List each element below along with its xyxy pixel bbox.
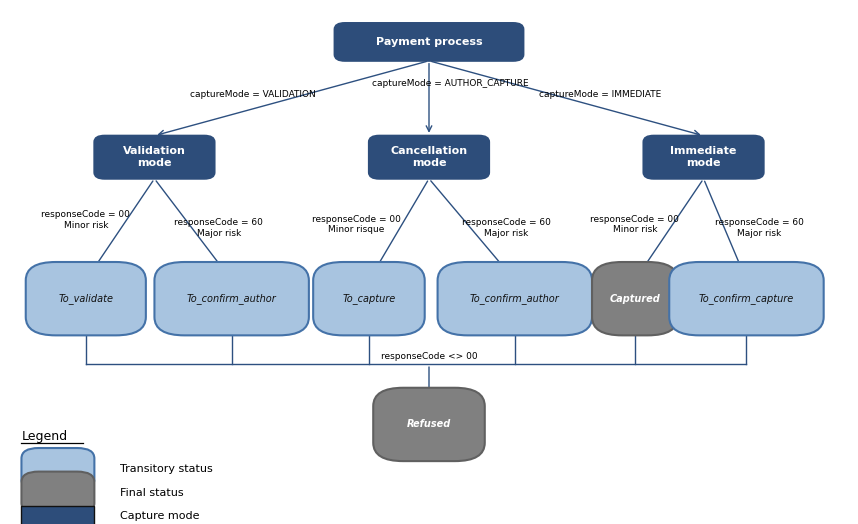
FancyBboxPatch shape — [644, 136, 764, 179]
Text: Payment process: Payment process — [376, 37, 482, 47]
Text: responseCode = 60
Major risk: responseCode = 60 Major risk — [715, 218, 804, 238]
Text: responseCode = 00
Minor risque: responseCode = 00 Minor risque — [311, 214, 401, 234]
Text: To_capture: To_capture — [342, 293, 396, 304]
FancyBboxPatch shape — [21, 472, 94, 514]
FancyBboxPatch shape — [21, 448, 94, 490]
Text: captureMode = AUTHOR_CAPTURE: captureMode = AUTHOR_CAPTURE — [372, 79, 529, 89]
FancyBboxPatch shape — [94, 136, 214, 179]
Text: responseCode = 00
Minor risk: responseCode = 00 Minor risk — [41, 210, 130, 230]
FancyBboxPatch shape — [313, 262, 425, 335]
FancyBboxPatch shape — [154, 262, 309, 335]
Text: Captured: Captured — [609, 293, 661, 304]
Text: Immediate
mode: Immediate mode — [670, 146, 737, 168]
Text: captureMode = IMMEDIATE: captureMode = IMMEDIATE — [540, 90, 662, 99]
Text: Final status: Final status — [120, 487, 184, 498]
Text: Cancellation
mode: Cancellation mode — [390, 146, 468, 168]
FancyBboxPatch shape — [669, 262, 824, 335]
Text: Legend: Legend — [21, 430, 68, 443]
FancyBboxPatch shape — [438, 262, 592, 335]
FancyBboxPatch shape — [592, 262, 678, 335]
FancyBboxPatch shape — [21, 506, 94, 524]
Text: responseCode = 00
Minor risk: responseCode = 00 Minor risk — [590, 214, 680, 234]
Text: captureMode = VALIDATION: captureMode = VALIDATION — [190, 90, 316, 99]
FancyBboxPatch shape — [335, 23, 523, 61]
Text: Refused: Refused — [407, 419, 451, 430]
Text: responseCode = 60
Major risk: responseCode = 60 Major risk — [462, 218, 551, 238]
Text: To_confirm_author: To_confirm_author — [470, 293, 559, 304]
Text: Capture mode: Capture mode — [120, 511, 200, 521]
Text: To_validate: To_validate — [58, 293, 113, 304]
Text: responseCode = 60
Major risk: responseCode = 60 Major risk — [174, 218, 263, 238]
FancyBboxPatch shape — [369, 136, 489, 179]
Text: Validation
mode: Validation mode — [123, 146, 186, 168]
FancyBboxPatch shape — [373, 388, 485, 461]
Text: responseCode <> 00: responseCode <> 00 — [381, 352, 477, 361]
Text: To_confirm_author: To_confirm_author — [187, 293, 276, 304]
FancyBboxPatch shape — [26, 262, 146, 335]
Text: To_confirm_capture: To_confirm_capture — [698, 293, 795, 304]
Text: Transitory status: Transitory status — [120, 464, 213, 474]
